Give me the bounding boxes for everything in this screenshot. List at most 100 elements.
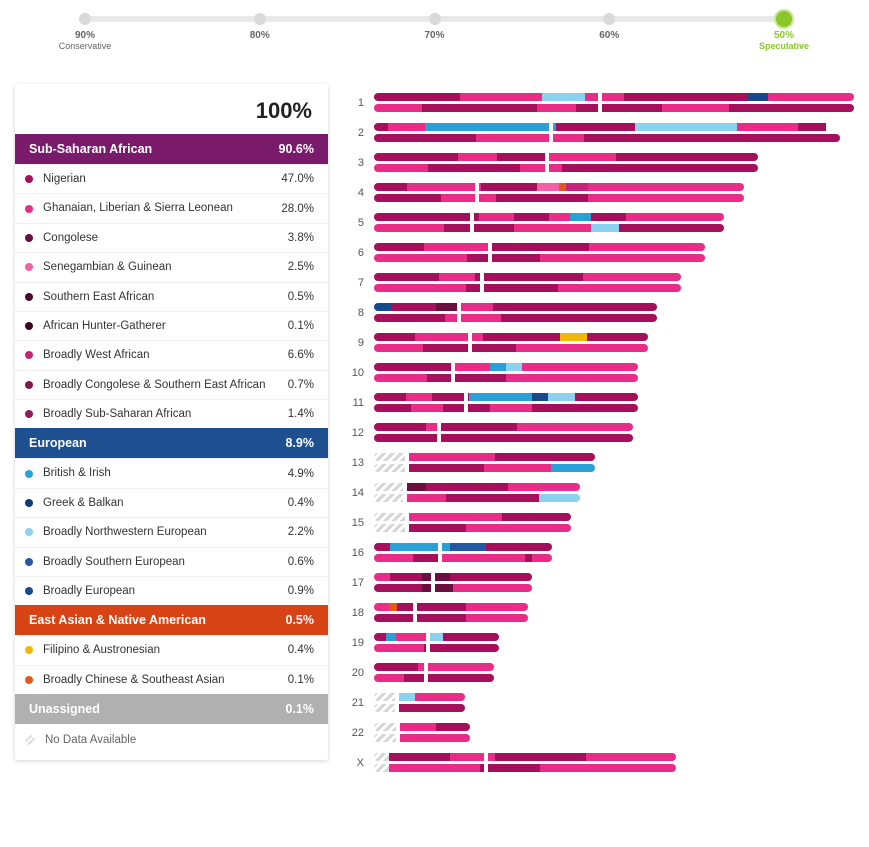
- ancestry-pct: 2.2%: [288, 526, 314, 538]
- ancestry-pct: 0.7%: [288, 379, 314, 391]
- chromosome-row: 2: [348, 118, 854, 148]
- ancestry-pct: 0.9%: [288, 585, 314, 597]
- slider-tick[interactable]: [429, 13, 441, 25]
- ancestry-segment: [616, 153, 758, 161]
- ancestry-row[interactable]: Broadly West African6.6%: [15, 340, 328, 369]
- ancestry-row[interactable]: Broadly Southern European0.6%: [15, 547, 328, 576]
- ancestry-segment: [374, 194, 441, 202]
- ancestry-segment: [662, 104, 729, 112]
- ancestry-segment: [415, 693, 465, 701]
- ancestry-segment: [559, 183, 566, 191]
- ancestry-segment: [443, 633, 499, 641]
- ancestry-segment: [502, 513, 571, 521]
- ancestry-segment: [466, 603, 527, 611]
- chromosome-number: 1: [348, 97, 374, 109]
- ancestry-segment: [540, 254, 706, 262]
- ancestry-segment: [635, 123, 737, 131]
- group-header[interactable]: Sub-Saharan African 90.6%: [15, 134, 328, 164]
- ancestry-segment: [556, 123, 635, 131]
- ancestry-row[interactable]: Greek & Balkan0.4%: [15, 488, 328, 517]
- ancestry-row[interactable]: Congolese3.8%: [15, 223, 328, 252]
- chromosome-row: 20: [348, 658, 854, 688]
- ancestry-label: Nigerian: [43, 172, 281, 186]
- group-pct: 0.5%: [286, 613, 315, 627]
- ancestry-row[interactable]: Ghanaian, Liberian & Sierra Leonean28.0%: [15, 193, 328, 222]
- ancestry-row[interactable]: Filipino & Austronesian0.4%: [15, 635, 328, 664]
- ancestry-segment: [466, 614, 527, 622]
- ancestry-segment: [374, 134, 476, 142]
- ancestry-segment: [586, 753, 677, 761]
- ancestry-row[interactable]: Broadly European0.9%: [15, 576, 328, 605]
- chromosome-number: 9: [348, 337, 374, 349]
- slider-tick[interactable]: [776, 11, 792, 27]
- ancestry-row[interactable]: British & Irish4.9%: [15, 458, 328, 487]
- ancestry-segment: [405, 483, 426, 491]
- chromosome-copy: [374, 404, 638, 412]
- ancestry-segment: [490, 243, 589, 251]
- ancestry-row[interactable]: Broadly Congolese & Southern East Africa…: [15, 370, 328, 399]
- slider-tick[interactable]: [603, 13, 615, 25]
- ancestry-segment: [547, 153, 616, 161]
- ancestry-pct: 0.5%: [288, 291, 314, 303]
- ancestry-row[interactable]: African Hunter-Gatherer0.1%: [15, 311, 328, 340]
- slider-tick-label: 60%: [599, 30, 619, 41]
- group-header[interactable]: European8.9%: [15, 428, 328, 458]
- ancestry-segment: [374, 554, 413, 562]
- ancestry-segment: [374, 674, 404, 682]
- slider-tick[interactable]: [79, 13, 91, 25]
- ancestry-segment: [404, 674, 494, 682]
- confidence-slider[interactable]: 90%Conservative80%70%60%50%Speculative: [85, 16, 784, 56]
- group-header[interactable]: East Asian & Native American0.5%: [15, 605, 328, 635]
- chromosome-copy: [374, 303, 657, 311]
- group-pct: 90.6%: [279, 142, 314, 156]
- ancestry-segment: [422, 573, 451, 581]
- chromosome-row: 17: [348, 568, 854, 598]
- ancestry-segment: [374, 693, 397, 701]
- chromosome-number: 8: [348, 307, 374, 319]
- ancestry-segment: [374, 104, 422, 112]
- chromosome-number: 10: [348, 367, 374, 379]
- ancestry-row[interactable]: Southern East African0.5%: [15, 282, 328, 311]
- group-name: Sub-Saharan African: [29, 142, 152, 156]
- ancestry-segment: [486, 543, 552, 551]
- chromosome-copy: [374, 183, 744, 191]
- chromosome-copy: [374, 123, 840, 131]
- chromosome-copy: [374, 393, 638, 401]
- ancestry-pct: 1.4%: [288, 408, 314, 420]
- ancestry-row[interactable]: Senegambian & Guinean2.5%: [15, 252, 328, 281]
- ancestry-pct: 47.0%: [281, 173, 314, 185]
- group-name: Unassigned: [29, 702, 100, 716]
- ancestry-segment: [467, 254, 540, 262]
- ancestry-segment: [374, 123, 388, 131]
- ancestry-row[interactable]: Nigerian47.0%: [15, 164, 328, 193]
- group-header[interactable]: Unassigned0.1%: [15, 694, 328, 724]
- ancestry-segment: [374, 644, 424, 652]
- ancestry-pct: 0.6%: [288, 556, 314, 568]
- ancestry-row[interactable]: Broadly Chinese & Southeast Asian0.1%: [15, 665, 328, 694]
- ancestry-row[interactable]: Broadly Sub-Saharan African1.4%: [15, 399, 328, 428]
- ancestry-segment: [562, 164, 758, 172]
- ancestry-segment: [374, 633, 386, 641]
- ancestry-segment: [537, 183, 559, 191]
- chromosome-copy: [374, 434, 633, 442]
- ancestry-segment: [469, 393, 532, 401]
- chromosome-row: 5: [348, 208, 854, 238]
- color-dot: [25, 587, 33, 595]
- ancestry-segment: [374, 543, 390, 551]
- color-dot: [25, 263, 33, 271]
- chromosome-copy: [374, 693, 465, 701]
- chromosome-number: 18: [348, 607, 374, 619]
- ancestry-segment: [374, 344, 423, 352]
- ancestry-segment: [540, 764, 676, 772]
- ancestry-pct: 3.8%: [288, 232, 314, 244]
- slider-tick[interactable]: [254, 13, 266, 25]
- chromosome-copy: [374, 153, 758, 161]
- chromosome-copy: [374, 423, 633, 431]
- slider-track[interactable]: [85, 16, 784, 22]
- ancestry-segment: [374, 764, 389, 772]
- ancestry-segment: [374, 453, 407, 461]
- ancestry-segment: [460, 93, 542, 101]
- ancestry-row[interactable]: Broadly Northwestern European2.2%: [15, 517, 328, 546]
- ancestry-segment: [374, 303, 391, 311]
- chromosome-copy: [374, 333, 648, 341]
